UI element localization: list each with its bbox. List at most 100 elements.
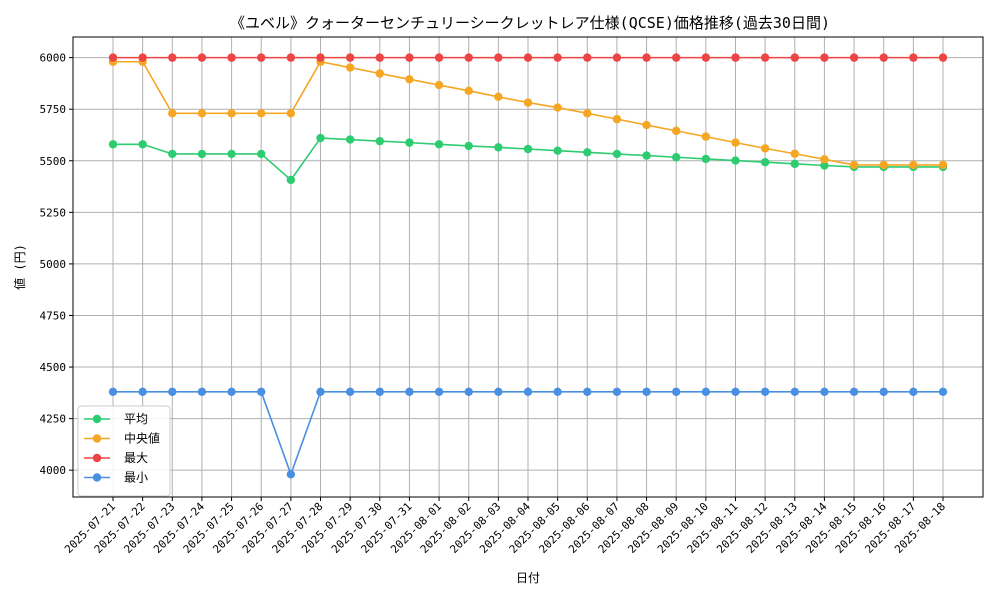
data-point	[494, 143, 503, 152]
legend-label: 最小	[124, 471, 148, 485]
series-layer	[108, 53, 948, 479]
data-point	[434, 387, 444, 396]
data-point	[642, 120, 651, 130]
series-平均	[108, 133, 948, 185]
data-point	[909, 53, 918, 62]
data-point	[553, 146, 562, 155]
data-point	[227, 109, 236, 118]
data-point	[938, 160, 948, 170]
data-point	[790, 53, 799, 62]
data-point	[197, 149, 207, 159]
data-point	[879, 53, 888, 62]
y-tick-label: 5000	[40, 258, 67, 271]
data-point	[731, 138, 740, 147]
data-point	[464, 387, 473, 396]
data-point	[108, 53, 118, 62]
data-point	[938, 53, 948, 62]
y-tick-label: 4500	[40, 361, 67, 374]
data-point	[405, 75, 414, 84]
data-point	[849, 387, 859, 396]
data-point	[820, 155, 829, 164]
data-point	[701, 387, 711, 396]
data-point	[553, 103, 562, 112]
y-tick-label: 4250	[40, 413, 67, 426]
data-point	[257, 387, 266, 396]
data-point	[197, 387, 207, 396]
legend-box	[77, 405, 171, 497]
data-point	[909, 160, 918, 170]
data-point	[879, 387, 888, 396]
legend-label: 中央値	[124, 431, 160, 446]
data-point	[168, 149, 177, 159]
legend-label: 平均	[124, 412, 148, 426]
data-point	[879, 160, 888, 170]
data-point	[168, 387, 177, 396]
y-tick-label: 4000	[40, 464, 67, 477]
data-point	[316, 133, 325, 143]
y-axis-label: 値 (円)	[12, 244, 27, 290]
data-point	[494, 387, 503, 396]
data-point	[464, 141, 473, 151]
data-point	[820, 53, 829, 62]
data-point	[227, 149, 236, 159]
data-point	[375, 53, 384, 62]
legend-marker	[92, 414, 102, 424]
data-point	[790, 149, 799, 158]
data-point	[138, 140, 147, 149]
data-point	[405, 138, 414, 147]
data-point	[108, 140, 118, 149]
data-point	[345, 63, 355, 72]
data-point	[731, 387, 740, 396]
data-point	[760, 158, 770, 167]
data-point	[583, 148, 592, 157]
legend-marker	[92, 473, 102, 482]
data-point	[523, 53, 533, 62]
data-point	[612, 387, 622, 396]
data-point	[168, 109, 177, 118]
data-point	[790, 159, 799, 169]
data-point	[464, 86, 473, 96]
data-point	[434, 140, 444, 149]
data-point	[138, 387, 147, 396]
data-point	[909, 387, 918, 396]
data-point	[138, 53, 147, 62]
y-tick-label: 5500	[40, 155, 67, 168]
data-point	[701, 53, 711, 62]
data-point	[494, 92, 503, 102]
data-point	[553, 53, 562, 62]
data-point	[227, 53, 236, 62]
data-point	[286, 470, 296, 479]
data-point	[257, 109, 266, 118]
chart-title: 《ユベル》クォーターセンチュリーシークレットレア仕様(QCSE)価格推移(過去3…	[230, 14, 830, 32]
data-point	[553, 387, 562, 396]
x-axis-label: 日付	[516, 571, 540, 585]
data-point	[375, 69, 384, 78]
data-point	[227, 387, 236, 396]
legend-marker	[92, 453, 102, 463]
data-point	[523, 98, 533, 107]
y-tick-label: 6000	[40, 52, 67, 65]
data-point	[731, 156, 740, 165]
legend-label: 最大	[124, 451, 148, 465]
data-point	[464, 53, 473, 62]
data-point	[375, 136, 384, 146]
data-point	[168, 53, 177, 62]
data-point	[197, 109, 207, 118]
data-point	[345, 387, 355, 396]
data-point	[583, 387, 592, 396]
y-tick-label: 5250	[40, 206, 67, 219]
data-point	[642, 151, 651, 160]
data-point	[849, 53, 859, 62]
data-point	[523, 144, 533, 154]
data-point	[197, 53, 207, 62]
data-point	[820, 161, 829, 170]
data-point	[345, 135, 355, 144]
data-point	[701, 132, 711, 141]
data-point	[760, 53, 770, 62]
data-point	[731, 53, 740, 62]
data-point	[375, 387, 384, 396]
data-point	[583, 109, 592, 118]
data-point	[108, 387, 118, 396]
